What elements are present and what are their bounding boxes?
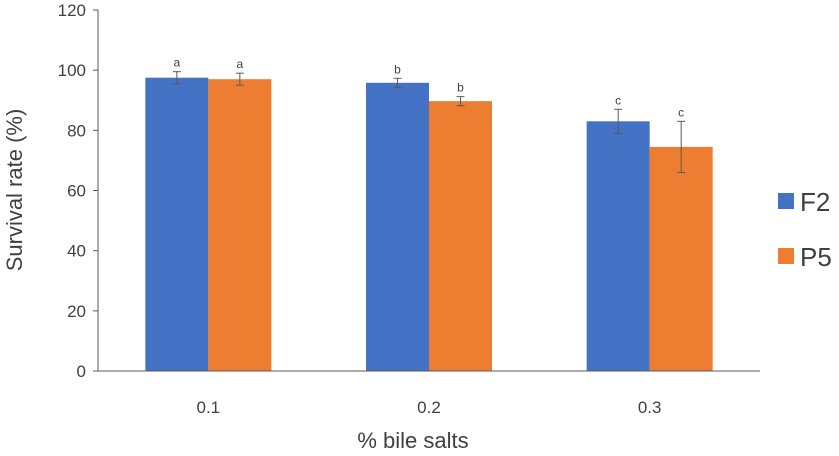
bar-p5-0.2 [429, 101, 492, 371]
significance-label: a [173, 56, 180, 70]
x-tick-label: 0.2 [417, 398, 441, 417]
y-tick-label: 120 [58, 1, 86, 20]
y-tick-label: 80 [67, 121, 86, 140]
bar-p5-0.1 [208, 79, 272, 372]
x-tick-label: 0.3 [638, 398, 662, 417]
y-tick-label: 100 [58, 61, 86, 80]
legend-swatch-f2 [778, 193, 794, 209]
bar-f2-0.3 [586, 121, 650, 371]
significance-label: c [615, 93, 621, 107]
bar-p5-0.3 [649, 146, 713, 371]
x-axis-title: % bile salts [357, 428, 468, 453]
legend-label-p5: P5 [800, 242, 832, 272]
y-axis-title: Survival rate (%) [2, 109, 27, 272]
legend-swatch-p5 [778, 248, 794, 264]
legend: F2 P5 [778, 187, 832, 272]
significance-label: c [678, 105, 684, 119]
y-tick-label: 60 [67, 182, 86, 201]
significance-label: b [457, 81, 464, 95]
bars: a a b b c c [145, 56, 713, 372]
bar-f2-0.1 [145, 77, 209, 371]
y-tick-label: 0 [77, 362, 86, 381]
y-axis: 0 20 40 60 80 100 120 [58, 1, 99, 381]
bar-f2-0.2 [366, 82, 429, 371]
x-axis: 0.1 0.2 0.3 [98, 370, 760, 417]
legend-label-f2: F2 [800, 187, 830, 217]
significance-label: b [394, 62, 401, 76]
x-tick-label: 0.1 [197, 398, 221, 417]
y-tick-label: 20 [67, 302, 86, 321]
significance-label: a [236, 57, 243, 71]
y-tick-label: 40 [67, 242, 86, 261]
